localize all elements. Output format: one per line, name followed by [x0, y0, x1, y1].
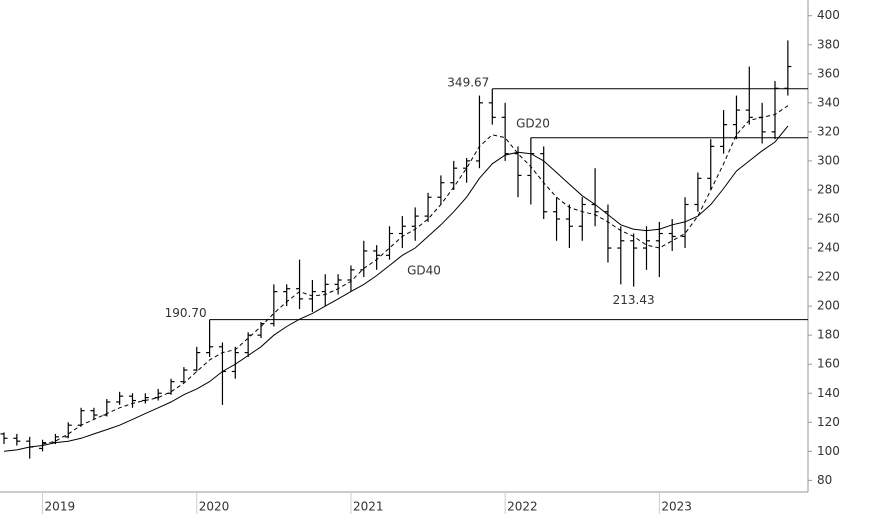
moving-average — [3, 125, 789, 452]
y-tick-label: 340 — [817, 95, 840, 109]
y-tick-label: 160 — [817, 357, 840, 371]
y-tick-label: 100 — [817, 444, 840, 458]
y-tick-label: 400 — [817, 8, 840, 22]
level-label: 190.70 — [165, 306, 207, 320]
x-tick-label: 2023 — [661, 500, 692, 514]
y-tick-label: 260 — [817, 212, 840, 226]
x-tick-label: 2021 — [353, 500, 384, 514]
x-tick-label: 2022 — [507, 500, 538, 514]
y-tick-label: 80 — [817, 473, 832, 487]
y-tick-label: 120 — [817, 415, 840, 429]
ma-label: GD20 — [516, 117, 550, 131]
moving-average — [42, 105, 789, 445]
x-tick-label: 2020 — [199, 500, 230, 514]
y-tick-label: 240 — [817, 241, 840, 255]
y-tick-label: 200 — [817, 299, 840, 313]
x-tick-label: 2019 — [45, 500, 76, 514]
y-tick-label: 360 — [817, 66, 840, 80]
y-tick-label: 380 — [817, 37, 840, 51]
level-label: 213.43 — [613, 293, 655, 307]
y-tick-label: 280 — [817, 182, 840, 196]
plot-area — [0, 0, 808, 492]
ma-label: GD40 — [407, 264, 441, 278]
y-tick-label: 180 — [817, 328, 840, 342]
y-tick-label: 300 — [817, 153, 840, 167]
level-label: 349.67 — [447, 75, 489, 89]
y-tick-label: 220 — [817, 270, 840, 284]
y-tick-label: 140 — [817, 386, 840, 400]
y-tick-label: 320 — [817, 124, 840, 138]
